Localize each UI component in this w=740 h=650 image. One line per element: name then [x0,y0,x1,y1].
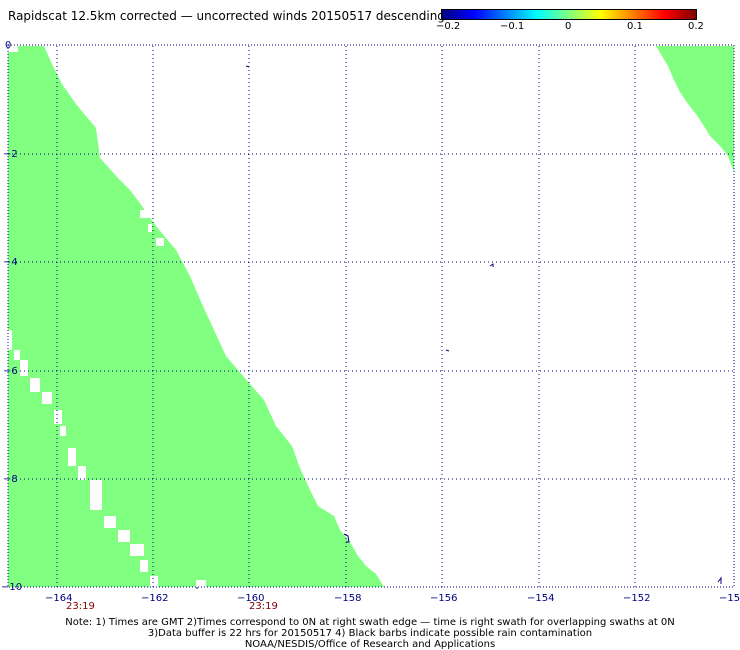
y-tick-label: −8 [3,474,18,485]
note-line-2: 3)Data buffer is 22 hrs for 20150517 4) … [147,628,593,639]
y-tick-label: −6 [3,366,18,377]
x-tick-label: −164 [45,593,72,604]
x-tick-label: −162 [141,593,168,604]
y-tick-label: −2 [3,149,18,160]
swath-left [8,46,384,587]
x-tick-label: −152 [623,593,650,604]
colorbar-label: 0.2 [688,21,704,32]
note-line-3: NOAA/NESDIS/Office of Research and Appli… [244,639,496,650]
colorbar-label: 0 [565,21,572,32]
x-tick-label: −150 [719,593,740,604]
x-tick-label: −160 [237,593,264,604]
swath-right [656,46,734,172]
grid-lines [8,46,734,587]
x-tick-label: −158 [334,593,361,604]
plot-frame [7,44,735,588]
colorbar-label: −0.2 [436,21,461,32]
colorbar [441,9,697,20]
x-tick-label: −156 [430,593,457,604]
y-tick-label: −4 [3,257,18,268]
y-tick-label: 0 [5,40,11,51]
x-tick-label: −154 [527,593,554,604]
colorbar-label: 0.1 [627,21,643,32]
colorbar-label: −0.1 [500,21,525,32]
map-title: Rapidscat 12.5km corrected — uncorrected… [8,9,445,23]
wind-barbs [196,65,722,589]
swath-gaps [8,46,206,587]
note-line-1: Note: 1) Times are GMT 2)Times correspon… [65,617,675,628]
wind-map: 0 −2 −4 −6 −8 −10 −164 −162 −160 −158 −1… [1,40,740,612]
time-label: 23:19 [249,601,278,612]
y-tick-label: −10 [1,582,22,593]
time-label: 23:19 [66,601,95,612]
